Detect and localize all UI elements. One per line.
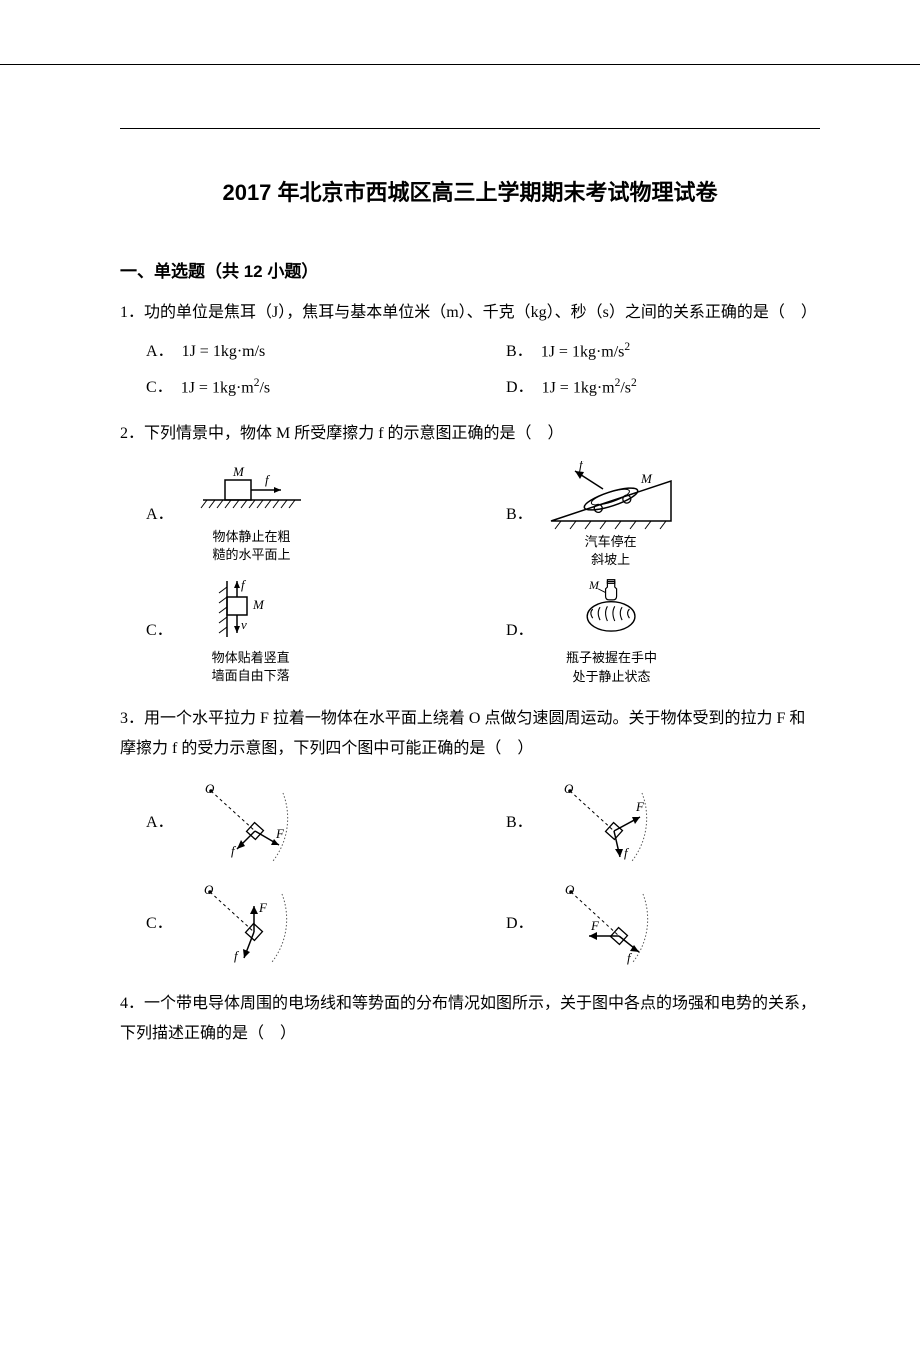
- q2-b-figure: f M 汽车停在 斜坡上: [541, 460, 681, 570]
- svg-text:F: F: [590, 918, 600, 933]
- q1-opt-a: A． 1J = 1kg·m/s: [146, 338, 506, 366]
- q3-row2: C． O F f: [120, 876, 820, 971]
- q1-opt-d: D． 1J = 1kg·m2/s2: [506, 374, 637, 402]
- page-content: 2017 年北京市西城区高三上学期期末考试物理试卷 一、单选题（共 12 小题）…: [0, 64, 920, 1107]
- q1-row2: C． 1J = 1kg·m2/s D． 1J = 1kg·m2/s2: [120, 374, 820, 402]
- svg-text:O: O: [204, 882, 214, 897]
- car-on-slope-icon: f M: [541, 461, 681, 531]
- q3-b-label: B．: [506, 809, 533, 836]
- svg-text:f: f: [265, 472, 271, 487]
- q3-c-label: C．: [146, 910, 173, 937]
- q2-d-figure: M 瓶子被握在手中 处于静止状态: [542, 576, 682, 686]
- q3-opt-c: C． O F f: [146, 876, 506, 971]
- svg-text:f: f: [624, 845, 630, 860]
- q2-a-label: A．: [146, 501, 174, 528]
- q2-d-caption: 瓶子被握在手中 处于静止状态: [566, 649, 657, 685]
- q2-d-cap1: 瓶子被握在手中: [566, 650, 657, 665]
- q2-c-figure: M f v 物体贴着竖直 墙面自由下落: [181, 576, 321, 686]
- q1-c-content: 1J = 1kg·m2/s: [181, 374, 270, 402]
- q3-d-label: D．: [506, 910, 534, 937]
- question-2: 2．下列情景中，物体 M 所受摩擦力 f 的示意图正确的是（ ） A． M f: [120, 419, 820, 685]
- circular-motion-d-icon: O F f: [547, 878, 657, 968]
- q2-c-cap1: 物体贴着竖直: [212, 650, 290, 665]
- question-3: 3．用一个水平拉力 F 拉着一物体在水平面上绕着 O 点做匀速圆周运动。关于物体…: [120, 704, 820, 971]
- svg-text:v: v: [241, 617, 247, 632]
- svg-text:O: O: [205, 781, 215, 796]
- q1-opt-b: B． 1J = 1kg·m/s2: [506, 338, 630, 366]
- q3-row1: A． O F f: [120, 775, 820, 870]
- q2-a-figure: M f: [182, 460, 322, 570]
- q1-a-label: A．: [146, 338, 174, 365]
- svg-text:F: F: [275, 826, 285, 841]
- q1-d-label: D．: [506, 374, 534, 401]
- svg-text:f: f: [241, 577, 247, 592]
- q1-c-label: C．: [146, 374, 173, 401]
- bottle-in-hand-icon: M: [557, 576, 667, 648]
- q2-opt-d: D． M 瓶子被握在手中 处于静止状态: [506, 576, 682, 686]
- svg-text:f: f: [231, 843, 237, 858]
- q2-b-cap2: 斜坡上: [591, 552, 630, 567]
- svg-text:f: f: [234, 948, 240, 963]
- q2-c-label: C．: [146, 617, 173, 644]
- q3-b-figure: O F f: [541, 775, 661, 870]
- q1-a-content: 1J = 1kg·m/s: [182, 338, 266, 365]
- exam-title: 2017 年北京市西城区高三上学期期末考试物理试卷: [120, 175, 820, 207]
- q2-stem: 2．下列情景中，物体 M 所受摩擦力 f 的示意图正确的是（ ）: [120, 419, 820, 449]
- svg-text:O: O: [565, 882, 575, 897]
- q1-opt-c: C． 1J = 1kg·m2/s: [146, 374, 506, 402]
- q3-a-figure: O F f: [182, 775, 302, 870]
- section-header: 一、单选题（共 12 小题）: [120, 257, 820, 282]
- q1-d-content: 1J = 1kg·m2/s2: [542, 374, 637, 402]
- q2-d-cap2: 处于静止状态: [573, 669, 651, 684]
- svg-text:F: F: [635, 799, 645, 814]
- q2-opt-c: C． M f: [146, 576, 506, 686]
- q2-c-caption: 物体贴着竖直 墙面自由下落: [212, 649, 290, 685]
- svg-text:M: M: [232, 466, 245, 479]
- q2-a-cap2: 糙的水平面上: [213, 547, 291, 562]
- q2-a-caption: 物体静止在粗 糙的水平面上: [213, 528, 291, 564]
- circular-motion-a-icon: O F f: [187, 777, 297, 867]
- svg-text:O: O: [564, 781, 574, 796]
- question-1: 1．功的单位是焦耳（J），焦耳与基本单位米（m）、千克（kg）、秒（s）之间的关…: [120, 298, 820, 401]
- q1-row1: A． 1J = 1kg·m/s B． 1J = 1kg·m/s2: [120, 338, 820, 366]
- q1-stem: 1．功的单位是焦耳（J），焦耳与基本单位米（m）、千克（kg）、秒（s）之间的关…: [120, 298, 820, 328]
- block-on-wall-icon: M f v: [201, 577, 301, 647]
- block-on-ground-icon: M f: [197, 466, 307, 526]
- circular-motion-c-icon: O F f: [186, 878, 296, 968]
- question-4: 4．一个带电导体周围的电场线和等势面的分布情况如图所示，关于图中各点的场强和电势…: [120, 989, 820, 1050]
- q1-b-content: 1J = 1kg·m/s2: [541, 338, 630, 366]
- top-rule: [120, 128, 820, 129]
- q3-c-figure: O F f: [181, 876, 301, 971]
- q3-stem: 3．用一个水平拉力 F 拉着一物体在水平面上绕着 O 点做匀速圆周运动。关于物体…: [120, 704, 820, 765]
- q2-a-cap1: 物体静止在粗: [213, 529, 291, 544]
- svg-text:F: F: [258, 900, 268, 915]
- q2-row1: A． M f: [120, 460, 820, 570]
- q2-opt-b: B．: [506, 460, 681, 570]
- q2-opt-a: A． M f: [146, 460, 506, 570]
- svg-text:M: M: [640, 471, 653, 486]
- q2-c-cap2: 墙面自由下落: [212, 668, 290, 683]
- q3-opt-a: A． O F f: [146, 775, 506, 870]
- q1-b-label: B．: [506, 338, 533, 365]
- circular-motion-b-icon: O F f: [546, 777, 656, 867]
- q2-b-cap1: 汽车停在: [585, 534, 637, 549]
- q3-a-label: A．: [146, 809, 174, 836]
- q3-opt-d: D． O F f: [506, 876, 662, 971]
- svg-text:f: f: [627, 950, 633, 965]
- q3-d-figure: O F f: [542, 876, 662, 971]
- q4-stem: 4．一个带电导体周围的电场线和等势面的分布情况如图所示，关于图中各点的场强和电势…: [120, 989, 820, 1050]
- q2-b-caption: 汽车停在 斜坡上: [585, 533, 637, 569]
- q2-d-label: D．: [506, 617, 534, 644]
- svg-text:M: M: [588, 578, 600, 592]
- q2-b-label: B．: [506, 501, 533, 528]
- q2-row2: C． M f: [120, 576, 820, 686]
- svg-text:f: f: [579, 461, 585, 472]
- svg-text:M: M: [252, 597, 265, 612]
- q3-opt-b: B． O F f: [506, 775, 661, 870]
